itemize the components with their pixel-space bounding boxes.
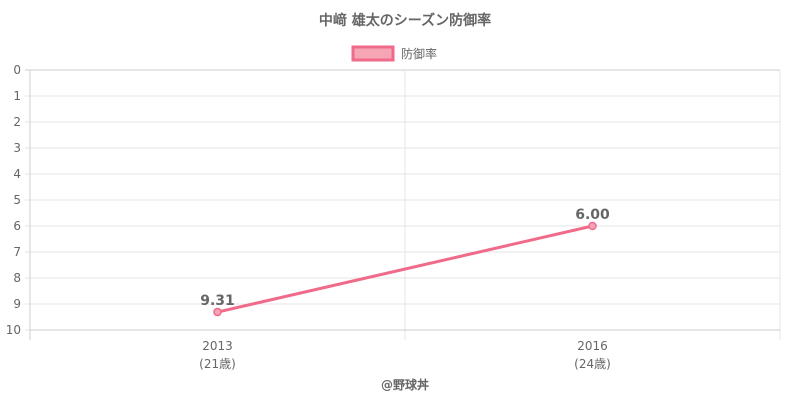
y-tick-label: 1 [13, 89, 21, 103]
y-tick-label: 8 [13, 271, 21, 285]
legend-label: 防御率 [401, 46, 437, 61]
x-tick-label: 2013 [202, 339, 233, 353]
legend-swatch [351, 45, 395, 62]
series-line [216, 224, 594, 314]
x-tick-sublabel: (21歳) [199, 357, 236, 371]
y-axis-ticks: 0 1 2 3 4 5 6 7 8 9 10 [6, 63, 21, 337]
data-point [588, 221, 597, 231]
grid [25, 69, 781, 340]
chart-title: 中﨑 雄太のシーズン防御率 [319, 12, 491, 29]
data-label: 9.31 [200, 293, 235, 309]
y-tick-label: 2 [13, 115, 21, 129]
x-axis-ticks: 2013 (21歳) 2016 (24歳) [199, 339, 611, 371]
x-tick-sublabel: (24歳) [574, 357, 611, 371]
x-tick-label: 2016 [577, 339, 608, 353]
y-tick-label: 0 [13, 63, 21, 77]
footer-credit: @野球丼 [381, 377, 429, 392]
data-label: 6.00 [575, 207, 610, 223]
y-tick-label: 5 [13, 193, 21, 207]
data-point [213, 307, 222, 317]
legend[interactable]: 防御率 [351, 45, 437, 62]
y-tick-label: 7 [13, 245, 21, 259]
y-tick-label: 9 [13, 297, 21, 311]
y-tick-label: 3 [13, 141, 21, 155]
series-layer: 9.31 6.00 [200, 207, 610, 317]
y-tick-label: 4 [13, 167, 21, 181]
y-tick-label: 6 [13, 219, 21, 233]
y-tick-label: 10 [6, 323, 21, 337]
